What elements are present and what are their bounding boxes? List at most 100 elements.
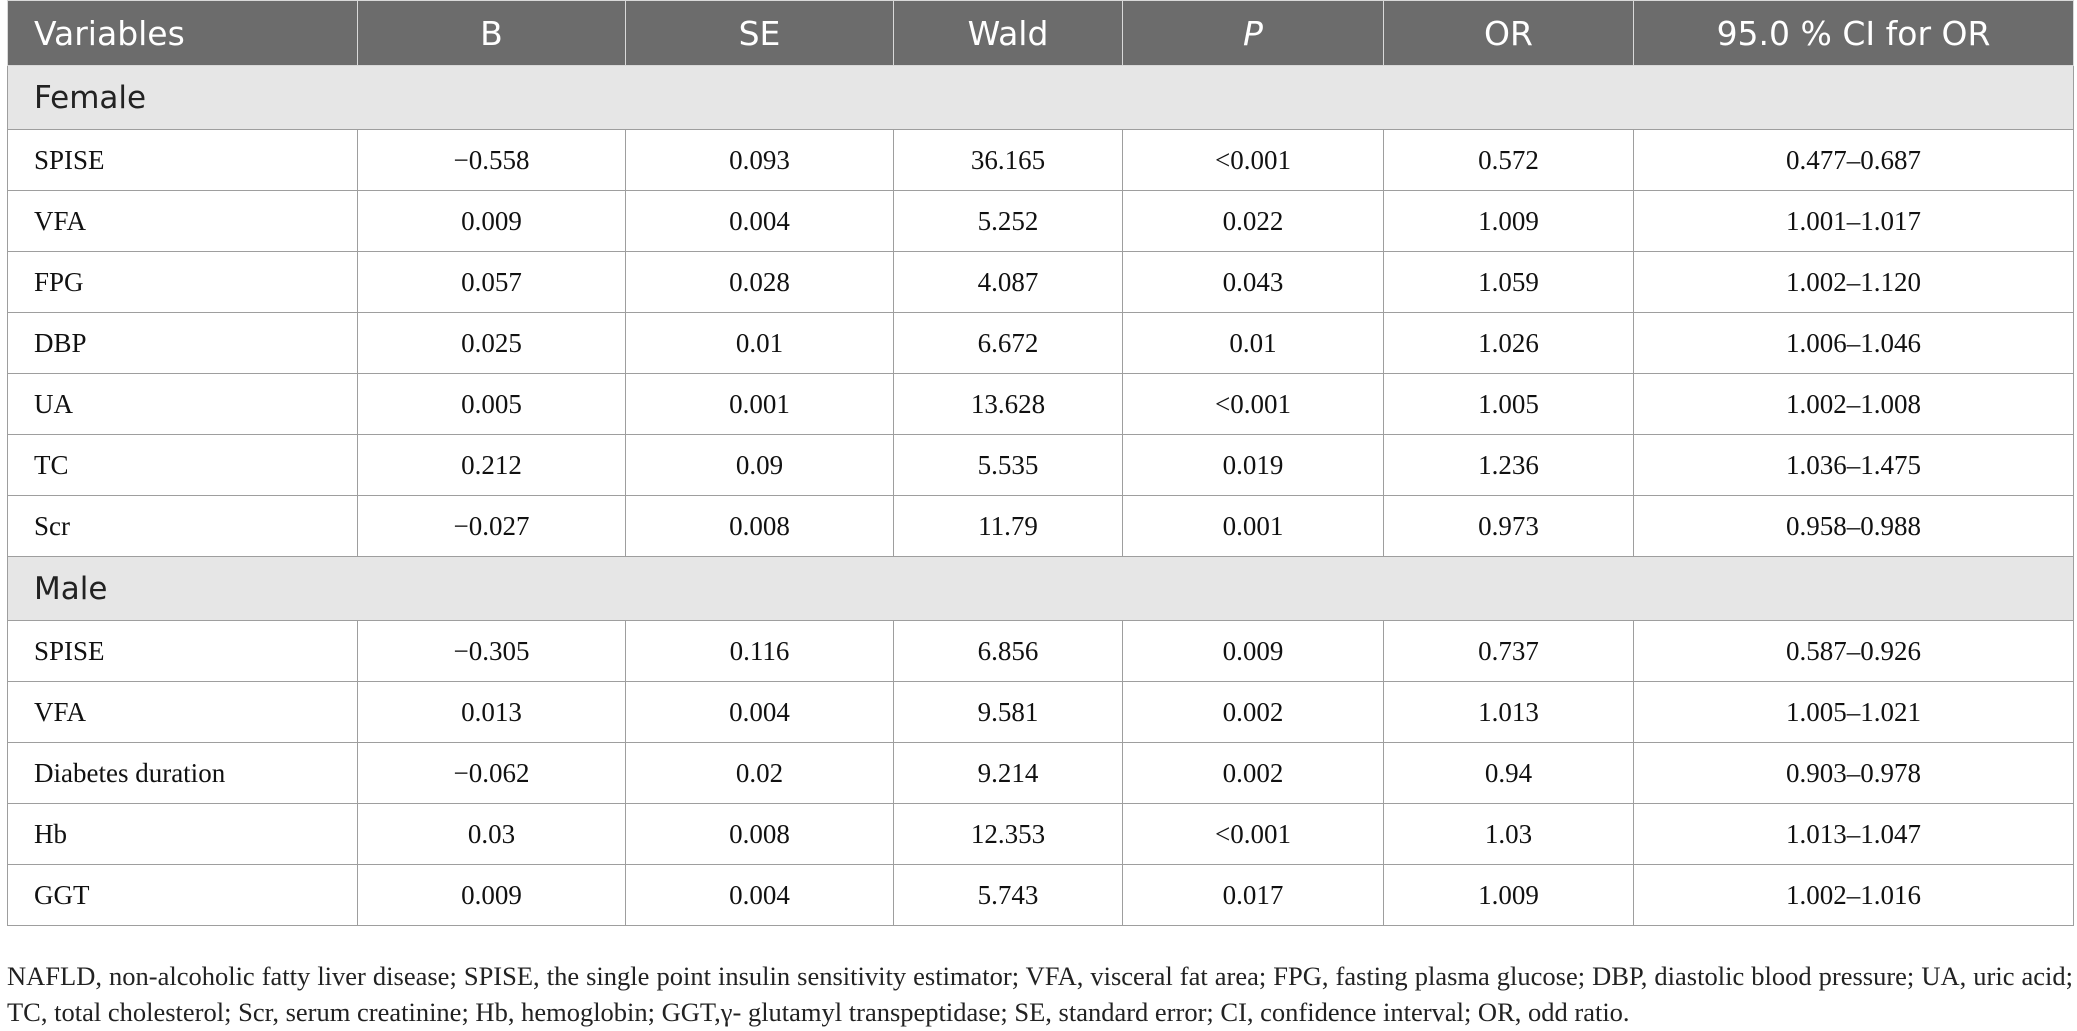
value-cell: 0.028: [625, 251, 894, 313]
value-cell: 1.013–1.047: [1633, 803, 2074, 865]
value-cell: 0.009: [1122, 620, 1384, 682]
value-cell: 0.001: [1122, 495, 1384, 557]
value-cell: 1.013: [1383, 681, 1634, 743]
value-cell: 9.214: [893, 742, 1123, 804]
value-cell: 11.79: [893, 495, 1123, 557]
value-cell: 0.008: [625, 803, 894, 865]
value-cell: 0.004: [625, 190, 894, 252]
value-cell: 0.025: [357, 312, 626, 374]
value-cell: 0.116: [625, 620, 894, 682]
value-cell: 0.903–0.978: [1633, 742, 2074, 804]
value-cell: −0.305: [357, 620, 626, 682]
value-cell: 1.005–1.021: [1633, 681, 2074, 743]
value-cell: 0.009: [357, 864, 626, 926]
group-label: Male: [7, 556, 2074, 621]
value-cell: 0.737: [1383, 620, 1634, 682]
value-cell: 1.002–1.008: [1633, 373, 2074, 435]
value-cell: 0.973: [1383, 495, 1634, 557]
table-row: DBP 0.025 0.01 6.672 0.01 1.026 1.006–1.046: [7, 312, 2074, 374]
value-cell: <0.001: [1122, 803, 1384, 865]
regression-table: Variables B SE Wald P OR 95.0 % CI for O…: [7, 0, 2074, 926]
regression-table-container: Variables B SE Wald P OR 95.0 % CI for O…: [7, 0, 2074, 926]
value-cell: 1.009: [1383, 864, 1634, 926]
table-row: Scr −0.027 0.008 11.79 0.001 0.973 0.958–0.988: [7, 495, 2074, 557]
value-cell: 1.036–1.475: [1633, 434, 2074, 496]
variable-name-cell: UA: [7, 373, 358, 435]
value-cell: 0.005: [357, 373, 626, 435]
header-p: P: [1122, 0, 1384, 66]
table-row: Diabetes duration −0.062 0.02 9.214 0.002 0.9…: [7, 742, 2074, 804]
value-cell: 0.022: [1122, 190, 1384, 252]
variable-name-cell: Diabetes duration: [7, 742, 358, 804]
value-cell: 0.572: [1383, 129, 1634, 191]
group-row-female: Female: [7, 65, 2074, 130]
value-cell: 4.087: [893, 251, 1123, 313]
variable-name-cell: SPISE: [7, 129, 358, 191]
value-cell: 0.002: [1122, 681, 1384, 743]
variable-name-cell: FPG: [7, 251, 358, 313]
value-cell: 0.94: [1383, 742, 1634, 804]
value-cell: 0.013: [357, 681, 626, 743]
variable-name-cell: VFA: [7, 190, 358, 252]
table-row: UA 0.005 0.001 13.628 <0.001 1.005 1.002–1.008: [7, 373, 2074, 435]
value-cell: 12.353: [893, 803, 1123, 865]
variable-name-cell: TC: [7, 434, 358, 496]
value-cell: 9.581: [893, 681, 1123, 743]
group-row-male: Male: [7, 556, 2074, 621]
table-row: GGT 0.009 0.004 5.743 0.017 1.009 1.002–1.016: [7, 864, 2074, 926]
value-cell: 0.958–0.988: [1633, 495, 2074, 557]
value-cell: 5.252: [893, 190, 1123, 252]
value-cell: 1.001–1.017: [1633, 190, 2074, 252]
value-cell: 1.005: [1383, 373, 1634, 435]
header-wald: Wald: [893, 0, 1123, 66]
value-cell: 1.006–1.046: [1633, 312, 2074, 374]
value-cell: 5.743: [893, 864, 1123, 926]
value-cell: 0.004: [625, 681, 894, 743]
value-cell: 0.093: [625, 129, 894, 191]
value-cell: 0.001: [625, 373, 894, 435]
value-cell: 1.03: [1383, 803, 1634, 865]
value-cell: 36.165: [893, 129, 1123, 191]
value-cell: 0.017: [1122, 864, 1384, 926]
value-cell: 1.026: [1383, 312, 1634, 374]
value-cell: 13.628: [893, 373, 1123, 435]
header-b: B: [357, 0, 626, 66]
value-cell: 1.059: [1383, 251, 1634, 313]
table-row: Hb 0.03 0.008 12.353 <0.001 1.03 1.013–1.047: [7, 803, 2074, 865]
value-cell: 0.03: [357, 803, 626, 865]
table-row: FPG 0.057 0.028 4.087 0.043 1.059 1.002–1.120: [7, 251, 2074, 313]
group-label: Female: [7, 65, 2074, 130]
variable-name-cell: GGT: [7, 864, 358, 926]
value-cell: 0.043: [1122, 251, 1384, 313]
variable-name-cell: VFA: [7, 681, 358, 743]
header-se: SE: [625, 0, 894, 66]
value-cell: 0.002: [1122, 742, 1384, 804]
value-cell: 0.477–0.687: [1633, 129, 2074, 191]
header-variables: Variables: [7, 0, 358, 66]
value-cell: <0.001: [1122, 373, 1384, 435]
variable-name-cell: Scr: [7, 495, 358, 557]
value-cell: 1.002–1.120: [1633, 251, 2074, 313]
value-cell: −0.558: [357, 129, 626, 191]
value-cell: 1.009: [1383, 190, 1634, 252]
value-cell: 0.008: [625, 495, 894, 557]
value-cell: 6.672: [893, 312, 1123, 374]
value-cell: 0.057: [357, 251, 626, 313]
value-cell: 0.02: [625, 742, 894, 804]
value-cell: 0.09: [625, 434, 894, 496]
table-header: Variables B SE Wald P OR 95.0 % CI for O…: [7, 0, 2074, 66]
header-or: OR: [1383, 0, 1634, 66]
header-ci: 95.0 % CI for OR: [1633, 0, 2074, 66]
value-cell: 0.212: [357, 434, 626, 496]
value-cell: 1.002–1.016: [1633, 864, 2074, 926]
value-cell: 0.01: [1122, 312, 1384, 374]
value-cell: 0.01: [625, 312, 894, 374]
value-cell: 0.009: [357, 190, 626, 252]
variable-name-cell: Hb: [7, 803, 358, 865]
table-row: SPISE −0.558 0.093 36.165 <0.001 0.572 0.477–0…: [7, 129, 2074, 191]
table-row: SPISE −0.305 0.116 6.856 0.009 0.737 0.587–0.9…: [7, 620, 2074, 682]
table-footnote: NAFLD, non-alcoholic fatty liver disease…: [7, 961, 2073, 1027]
value-cell: −0.027: [357, 495, 626, 557]
table-row: VFA 0.009 0.004 5.252 0.022 1.009 1.001–1.017: [7, 190, 2074, 252]
value-cell: <0.001: [1122, 129, 1384, 191]
